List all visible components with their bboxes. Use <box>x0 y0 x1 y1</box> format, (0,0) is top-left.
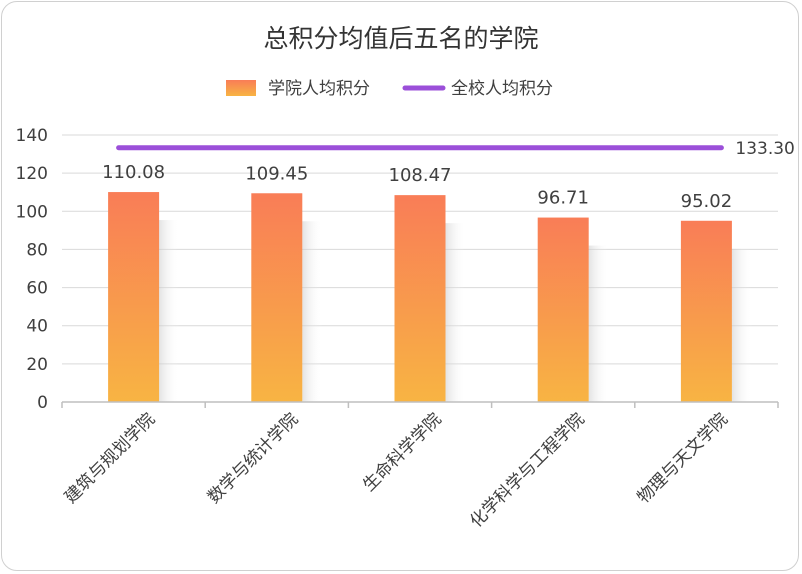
bar-shadows <box>159 220 752 402</box>
x-category-label: 化学科学与工程学院 <box>466 409 588 531</box>
bar <box>394 195 446 402</box>
bar-shadow <box>159 220 180 402</box>
y-axis-ticks: 0 20 40 60 80 100 120 140 <box>16 126 48 413</box>
bar-shadow <box>588 245 609 402</box>
bar-shadow <box>731 248 752 402</box>
y-tick-label: 60 <box>26 279 48 299</box>
legend: 学院人均积分 全校人均积分 <box>226 79 553 99</box>
x-category-label: 数学与统计学院 <box>204 409 302 507</box>
y-tick-label: 80 <box>26 240 48 260</box>
legend-label-line: 全校人均积分 <box>451 79 553 99</box>
x-category-label: 生命科学学院 <box>359 409 445 495</box>
y-tick-label: 40 <box>26 317 48 337</box>
data-label: 95.02 <box>681 191 733 212</box>
x-axis <box>61 401 779 408</box>
data-label: 110.08 <box>102 162 165 183</box>
bars <box>108 192 732 402</box>
legend-label-bar: 学院人均积分 <box>268 79 370 99</box>
y-tick-label: 140 <box>16 126 48 146</box>
y-tick-label: 120 <box>16 164 48 184</box>
y-tick-label: 100 <box>16 202 48 222</box>
average-line-label: 133.30 <box>735 139 794 159</box>
chart-title: 总积分均值后五名的学院 <box>263 24 538 53</box>
data-label: 108.47 <box>389 165 452 186</box>
x-axis-categories: 建筑与规划学院 数学与统计学院 生命科学学院 化学科学与工程学院 物理与天文学院 <box>61 409 732 531</box>
bar <box>680 220 732 402</box>
data-labels: 110.08 109.45 108.47 96.71 95.02 <box>102 162 732 212</box>
bar <box>251 193 303 402</box>
x-category-label: 建筑与规划学院 <box>61 409 159 507</box>
legend-swatch-bar <box>226 80 256 96</box>
data-label: 109.45 <box>245 163 308 184</box>
x-category-label: 物理与天文学院 <box>634 409 732 507</box>
bar <box>108 192 160 402</box>
bar-shadow <box>302 221 323 402</box>
average-line-group: 133.30 <box>116 139 795 159</box>
y-tick-label: 20 <box>26 355 48 375</box>
data-label: 96.71 <box>537 188 589 209</box>
y-tick-label: 0 <box>37 393 48 413</box>
bar-shadow <box>445 223 466 402</box>
bar <box>537 217 589 402</box>
